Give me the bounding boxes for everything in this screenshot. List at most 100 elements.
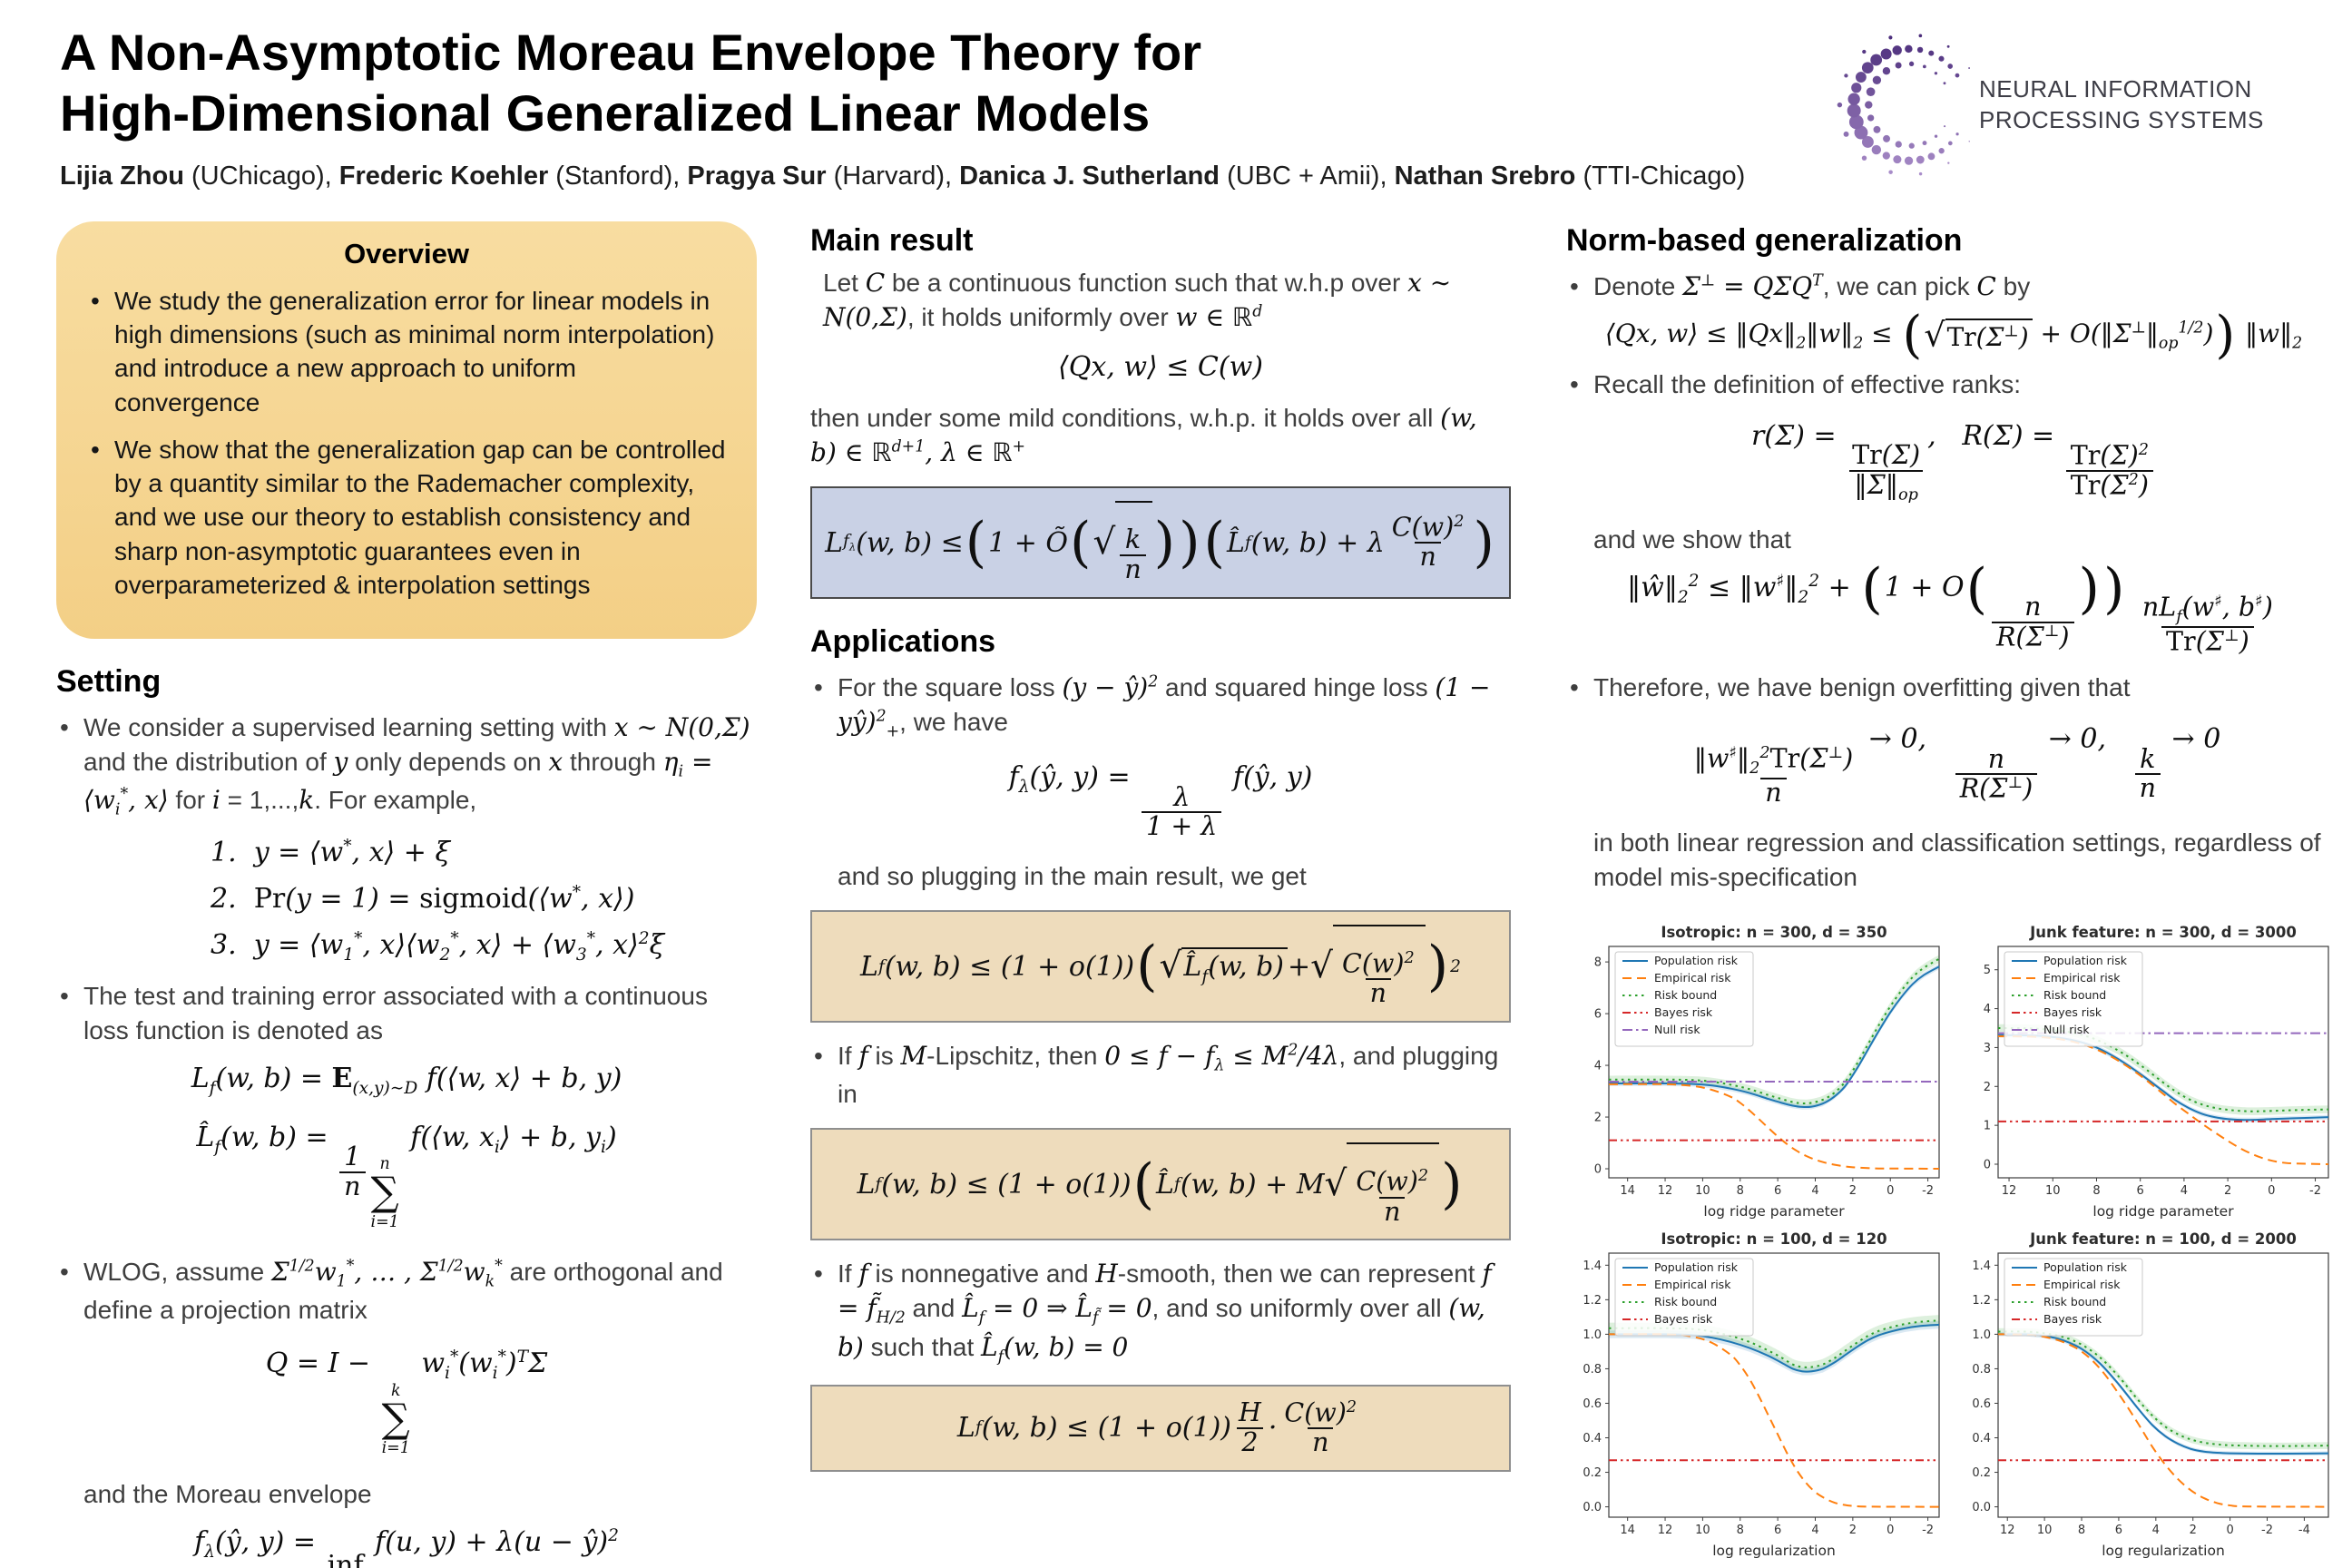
svg-text:1.4: 1.4 [1972,1259,1991,1273]
formula-qxw: ⟨Qx, w⟩ ≤ C(w) [1058,351,1263,384]
svg-text:0.8: 0.8 [1972,1363,1991,1377]
moreau-envelope-label: and the Moreau envelope [83,1480,372,1509]
formula-example-3: 3. y = ⟨w1*, x⟩⟨w2*, x⟩ + ⟨w3*, x⟩2ξ [211,928,665,965]
svg-text:2: 2 [1849,1184,1857,1198]
plot-isotropic-n300-d350: Isotropic: n = 300, d = 350 14 12 10 8 6 4 2 0 -2… [1594,924,1940,1220]
svg-text:0.0: 0.0 [1583,1501,1602,1514]
svg-text:8: 8 [1594,956,1602,970]
neurips-logo: NEURAL INFORMATION PROCESSING SYSTEMS [1826,18,2339,191]
svg-text:Bayes risk: Bayes risk [1654,1312,1713,1326]
svg-text:10: 10 [2037,1524,2053,1537]
overview-box: Overview We study the generalization err… [56,221,757,640]
svg-text:0: 0 [1594,1163,1602,1177]
svg-text:Bayes risk: Bayes risk [1654,1005,1713,1019]
svg-text:1.0: 1.0 [1972,1328,1991,1342]
svg-text:Population risk: Population risk [1654,954,1739,967]
svg-text:Empirical risk: Empirical risk [1654,971,1731,985]
svg-text:-2: -2 [2309,1184,2321,1198]
svg-text:0.2: 0.2 [1583,1466,1602,1480]
svg-text:Bayes risk: Bayes risk [2043,1005,2102,1019]
svg-text:-2: -2 [1922,1524,1934,1537]
list-item: Therefore, we have benign overfitting gi… [1566,671,2341,705]
svg-text:Junk feature: n = 300, d = 300: Junk feature: n = 300, d = 3000 [2029,924,2297,941]
svg-text:4: 4 [1811,1184,1818,1198]
svg-text:2: 2 [2190,1524,2197,1537]
svg-text:1.4: 1.4 [1583,1259,1602,1273]
svg-text:0.4: 0.4 [1583,1432,1602,1446]
section-heading-setting: Setting [56,664,162,700]
svg-text:Bayes risk: Bayes risk [2043,1312,2102,1326]
svg-text:6: 6 [2115,1524,2122,1537]
svg-text:8: 8 [1737,1524,1744,1537]
svg-text:0: 0 [2268,1184,2275,1198]
neurips-logo-text: NEURAL INFORMATION PROCESSING SYSTEMS [1979,74,2264,133]
formula-example-2: 2. Pr(y = 1) = sigmoid(⟨w*, x⟩) [211,882,635,915]
svg-text:Empirical risk: Empirical risk [2043,971,2121,985]
title-line-1: A Non-Asymptotic Moreau Envelope Theory … [60,24,1202,81]
svg-text:0.4: 0.4 [1972,1432,1991,1446]
main-result-text-2: then under some mild conditions, w.h.p. … [810,402,1477,468]
svg-text:10: 10 [1695,1184,1710,1198]
neurips-swirl-icon [1837,34,1971,175]
svg-text:Risk bound: Risk bound [1654,988,1717,1002]
authors: Lijia Zhou (UChicago), Frederic Koehler … [60,162,1746,191]
svg-text:Null risk: Null risk [2043,1023,2090,1036]
svg-text:2: 2 [1849,1524,1857,1537]
svg-text:log ridge parameter: log ridge parameter [2092,1203,2234,1220]
svg-text:6: 6 [1774,1184,1781,1198]
plot-junk-n100-d2000: Junk feature: n = 100, d = 2000 12 10 8 6 4 2 0… [1972,1230,2329,1559]
svg-text:log ridge parameter: log ridge parameter [1703,1203,1845,1220]
column-left: Overview We study the generalization err… [56,221,757,1568]
formula-projection-matrix: Q = I − k ∑ i=1 wi*(wi*)TΣ [265,1348,548,1458]
svg-text:Empirical risk: Empirical risk [1654,1278,1731,1291]
svg-text:0.2: 0.2 [1972,1466,1991,1480]
column-middle: Main result Let C be a continuous functi… [810,221,1511,1488]
formula-pick-C: ⟨Qx, w⟩ ≤ ‖Qx‖2‖w‖2 ≤ (√Tr(Σ⊥) + O(‖Σ⊥‖o… [1604,305,2303,365]
list-item: WLOG, assume Σ1/2w1*, … , Σ1/2wk* are or… [56,1255,757,1328]
formula-population-loss: Lf(w, b) = E(x,y)∼D f(⟨w, x⟩ + b, y) [191,1062,622,1098]
svg-text:Population risk: Population risk [1654,1260,1739,1274]
svg-text:Population risk: Population risk [2043,954,2128,967]
svg-text:log regularization: log regularization [2102,1543,2225,1559]
list-item: The test and training error associated w… [56,979,757,1048]
svg-text:12: 12 [1658,1184,1673,1198]
column-right: Norm-based generalization Denote Σ⊥ = QΣ… [1566,221,2341,895]
svg-text:Population risk: Population risk [2043,1260,2128,1274]
svg-text:Isotropic: n = 100, d = 120: Isotropic: n = 100, d = 120 [1661,1230,1886,1248]
svg-text:0: 0 [1984,1159,1991,1172]
svg-text:1: 1 [1984,1120,1991,1133]
svg-text:4: 4 [1594,1060,1602,1073]
list-item: We study the generalization error for li… [87,284,726,419]
svg-text:6: 6 [2137,1184,2144,1198]
svg-text:3: 3 [1984,1042,1991,1055]
svg-text:14: 14 [1620,1524,1635,1537]
norm-text-3: and we show that [1593,524,1791,554]
svg-text:log regularization: log regularization [1712,1543,1836,1559]
page-title: A Non-Asymptotic Moreau Envelope Theory … [60,22,1201,143]
list-item: We show that the generalization gap can … [87,433,726,602]
svg-text:0: 0 [2226,1524,2233,1537]
risk-plots-grid: Isotropic: n = 300, d = 350 14 12 10 8 6 4 2 0 -2… [1566,922,2345,1568]
svg-text:0.8: 0.8 [1583,1363,1602,1377]
svg-text:1.0: 1.0 [1583,1328,1602,1342]
svg-text:0: 0 [1886,1184,1894,1198]
title-line-2: High-Dimensional Generalized Linear Mode… [60,84,1151,142]
svg-text:0.6: 0.6 [1972,1397,1991,1411]
svg-text:8: 8 [2092,1184,2100,1198]
list-item: Recall the definition of effective ranks… [1566,368,2341,402]
applications-text-2: and so plugging in the main result, we g… [838,862,1307,891]
svg-text:-4: -4 [2298,1524,2310,1537]
overview-title: Overview [344,238,469,270]
plot-isotropic-n100-d120: Isotropic: n = 100, d = 120 14 12 10 8 6 4 2 0 -2… [1583,1230,1940,1559]
list-item: If f is M-Lipschitz, then 0 ≤ f − fλ ≤ M… [810,1039,1511,1112]
list-item: We consider a supervised learning settin… [56,710,757,821]
svg-text:Isotropic: n = 300, d = 350: Isotropic: n = 300, d = 350 [1661,924,1886,941]
svg-text:Risk bound: Risk bound [2043,988,2106,1002]
svg-text:4: 4 [1811,1524,1818,1537]
svg-text:Null risk: Null risk [1654,1023,1700,1036]
svg-text:1.2: 1.2 [1583,1294,1602,1308]
svg-text:14: 14 [1620,1184,1635,1198]
